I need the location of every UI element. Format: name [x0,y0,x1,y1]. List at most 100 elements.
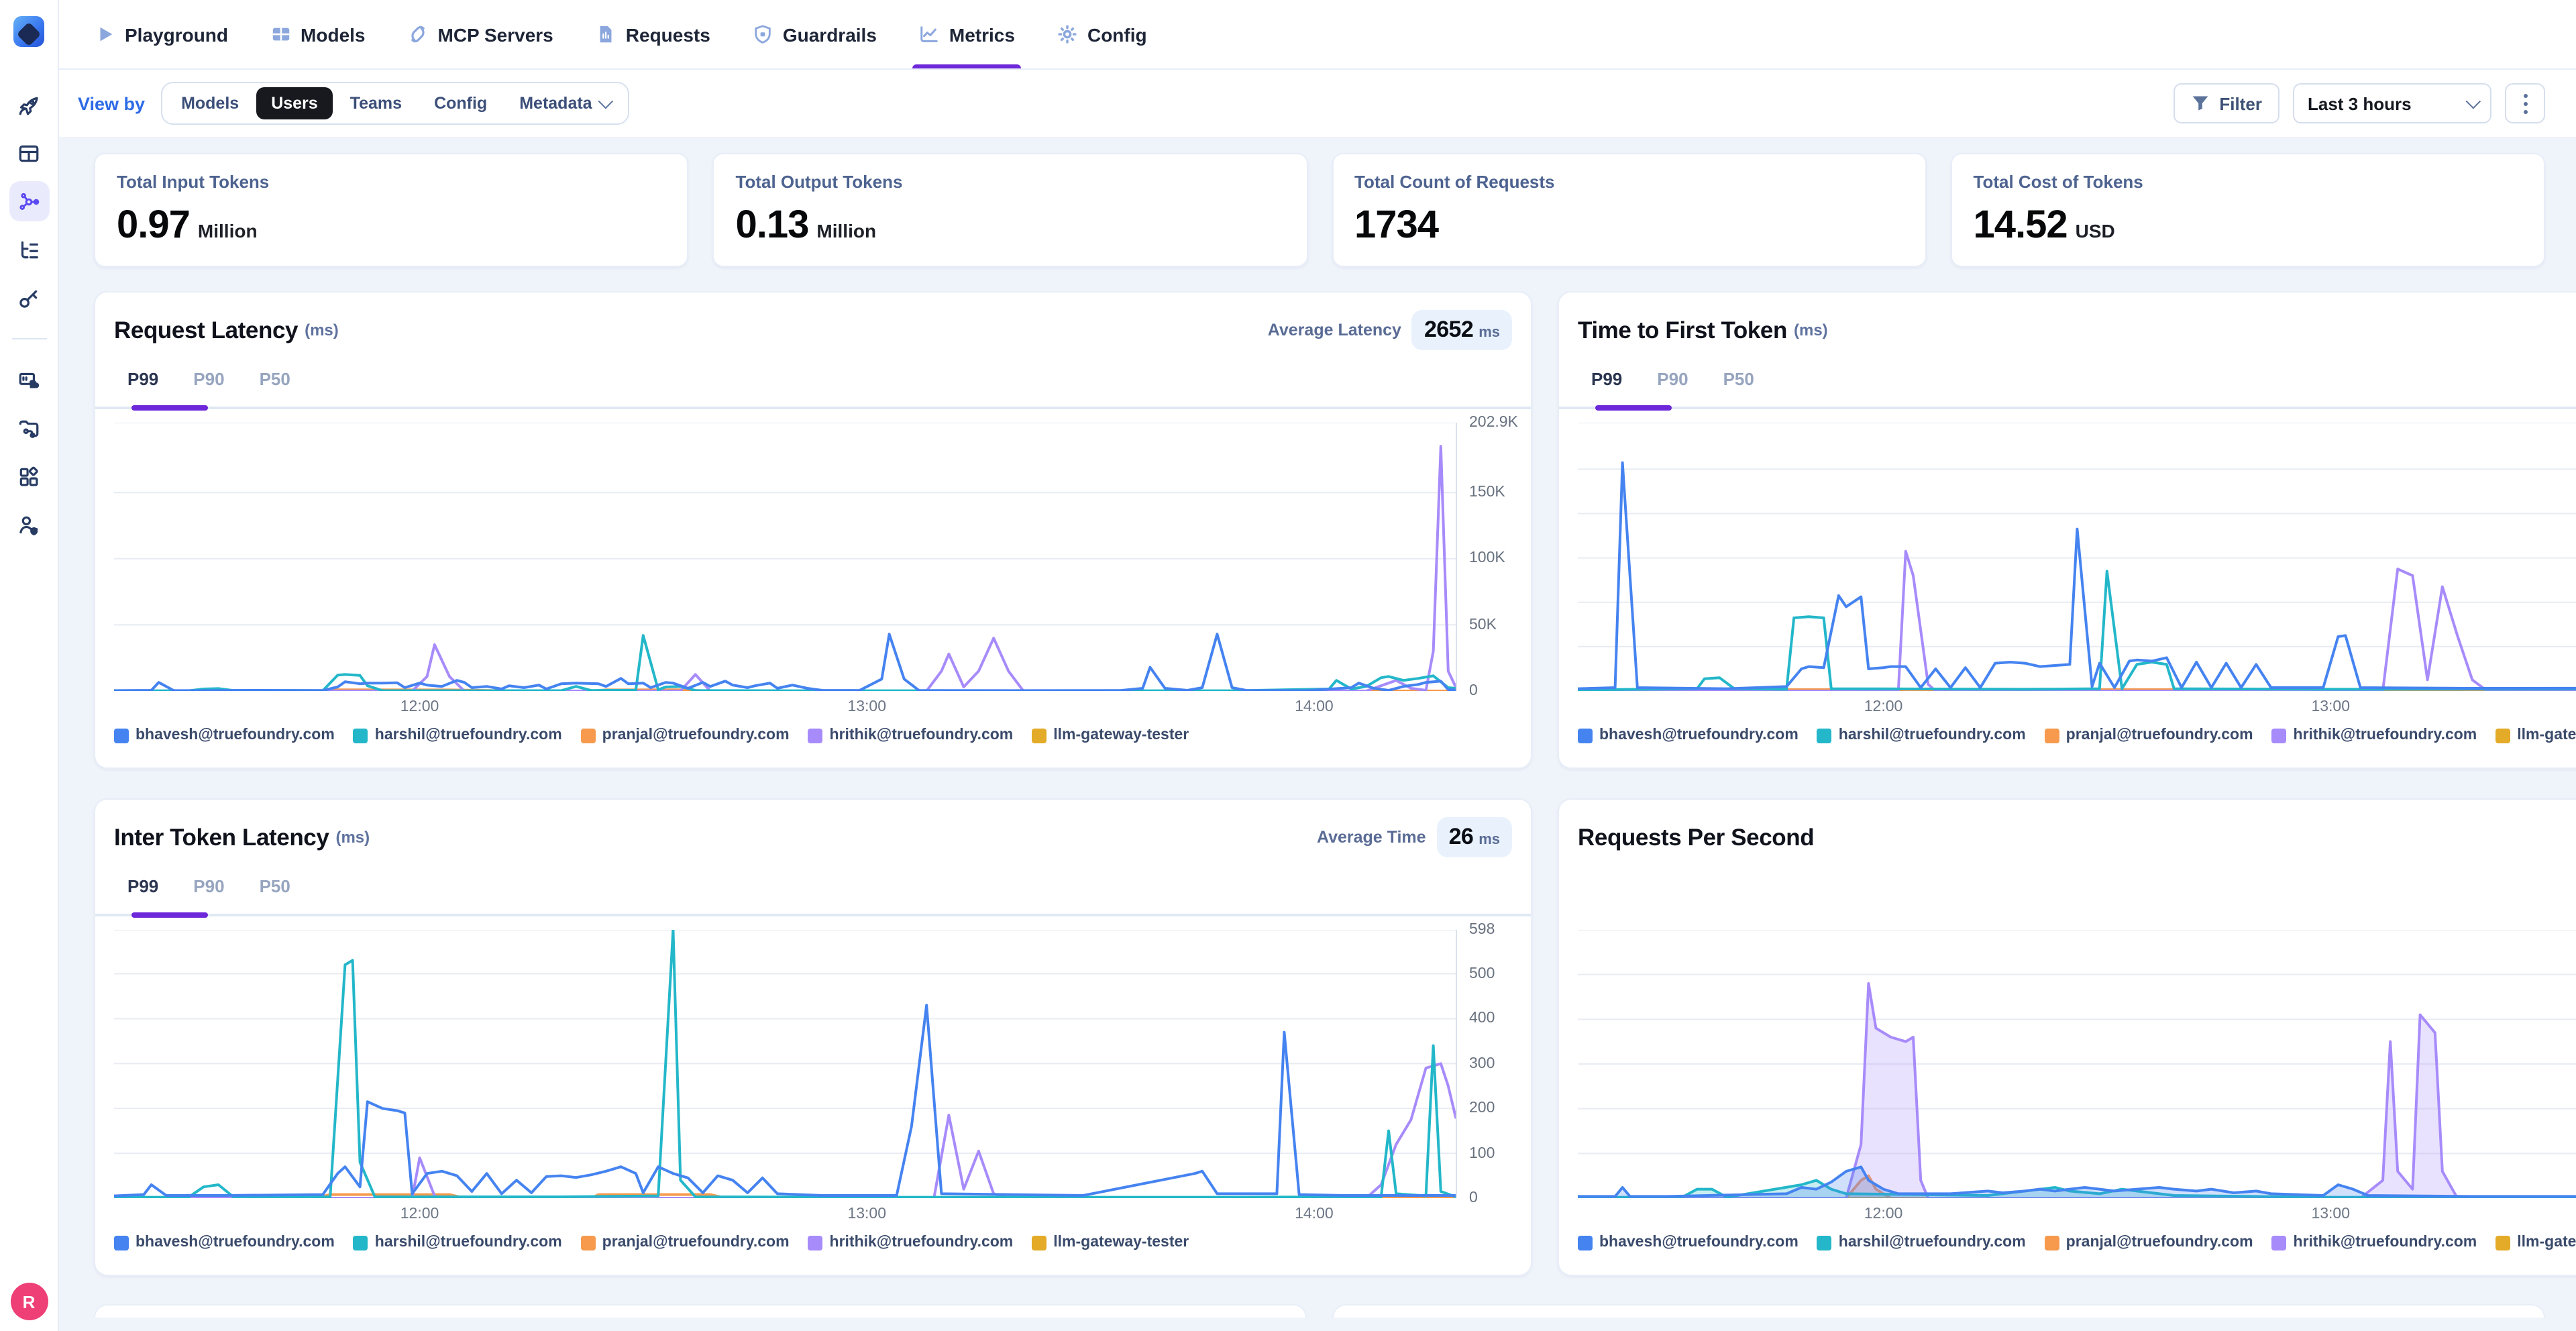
chart-legend: bhavesh@truefoundry.com harshil@truefound… [114,727,1512,743]
nav-item-mcp-servers[interactable]: MCP Servers [391,0,571,68]
x-tick-label: 12:00 [1864,699,1903,715]
y-tick-label: 0 [1469,1190,1478,1206]
legend-swatch [114,1235,129,1250]
legend-swatch [353,1235,368,1250]
nav-item-config[interactable]: Config [1040,0,1165,68]
chart-icon [920,24,940,44]
key-icon[interactable] [9,278,49,318]
partial-chart-card [1332,1304,2545,1318]
legend-swatch [1578,728,1593,743]
active-tab-indicator [1595,405,1672,411]
area-harshil@truefoundry.com [1578,1180,2576,1198]
legend-swatch [2044,1235,2059,1250]
legend-item[interactable]: harshil@truefoundry.com [353,1234,562,1250]
legend-swatch [1817,728,1832,743]
chart-title: Request Latency [114,316,299,343]
legend-label: harshil@truefoundry.com [1838,1234,2026,1250]
link-icon [409,24,429,44]
legend-label: harshil@truefoundry.com [374,727,562,743]
legend-swatch [1578,1235,1593,1250]
tab-p90[interactable]: P90 [1657,369,1688,389]
tab-track [95,407,1531,409]
legend-item[interactable]: pranjal@truefoundry.com [2044,1234,2253,1250]
legend-item[interactable]: pranjal@truefoundry.com [580,1234,790,1250]
nav-item-playground[interactable]: Playground [78,0,246,68]
legend-item[interactable]: hrithik@truefoundry.com [2271,727,2477,743]
chart-legend: bhavesh@truefoundry.com harshil@truefound… [1578,727,2576,743]
tab-p99[interactable]: P99 [127,369,159,389]
tab-p50[interactable]: P50 [259,876,290,896]
legend-swatch [2271,728,2287,743]
x-tick-label: 13:00 [2311,1206,2350,1222]
metrics-content: Total Input Tokens 0.97 Million Total Out… [59,137,2576,1331]
segment-users[interactable]: Users [256,87,333,119]
legend-item[interactable]: bhavesh@truefoundry.com [1578,727,1799,743]
truefoundry-logo[interactable] [13,16,44,47]
chart-stat-label: Average Time [1316,828,1426,847]
table-icon[interactable] [9,133,49,173]
user-avatar[interactable]: R [10,1283,48,1320]
y-axis: 0 50K 100K 150K 202.9K [1456,415,1518,699]
legend-swatch [2496,1235,2511,1250]
legend-item[interactable]: hrithik@truefoundry.com [2271,1234,2477,1250]
tab-p99[interactable]: P99 [1591,369,1623,389]
main-area: Playground Models MCP Servers Requests G… [59,0,2576,1331]
requests-per-second-plot [1578,930,2576,1198]
chart-legend: bhavesh@truefoundry.com harshil@truefound… [1578,1234,2576,1250]
legend-label: harshil@truefoundry.com [374,1234,562,1250]
series-hrithik@truefoundry.com [114,1063,1456,1198]
legend-item[interactable]: hrithik@truefoundry.com [808,1234,1013,1250]
tab-p99[interactable]: P99 [127,876,159,896]
series-hrithik@truefoundry.com [1578,983,2576,1198]
nav-item-metrics[interactable]: Metrics [902,0,1032,68]
legend-item[interactable]: hrithik@truefoundry.com [808,727,1013,743]
tab-p90[interactable]: P90 [193,369,225,389]
legend-item[interactable]: harshil@truefoundry.com [1817,727,2026,743]
rocket-icon[interactable] [9,85,49,125]
tree-icon[interactable] [9,229,49,270]
legend-item[interactable]: pranjal@truefoundry.com [2044,727,2253,743]
filter-button[interactable]: Filter [2174,83,2279,123]
more-options-button[interactable] [2505,83,2545,123]
blocks-icon[interactable] [9,456,49,496]
legend-item[interactable]: llm-gateway-tester [2496,1234,2576,1250]
segment-teams[interactable]: Teams [350,94,402,113]
legend-item[interactable]: pranjal@truefoundry.com [580,727,790,743]
x-tick-label: 14:00 [1295,1206,1334,1222]
legend-label: bhavesh@truefoundry.com [136,727,335,743]
tab-p90[interactable]: P90 [193,876,225,896]
user-shield-icon[interactable] [9,504,49,545]
legend-label: llm-gateway-tester [2517,727,2576,743]
legend-item[interactable]: llm-gateway-tester [2496,727,2576,743]
chevron-down-icon [2465,93,2481,109]
legend-item[interactable]: bhavesh@truefoundry.com [1578,1234,1799,1250]
tab-p50[interactable]: P50 [1723,369,1754,389]
network-icon[interactable] [9,181,49,221]
time-range-select[interactable]: Last 3 hours [2293,83,2491,123]
legend-item[interactable]: harshil@truefoundry.com [1817,1234,2026,1250]
legend-swatch [1817,1235,1832,1250]
legend-item[interactable]: bhavesh@truefoundry.com [114,727,335,743]
segment-metadata[interactable]: Metadata [504,87,624,119]
folder-flow-icon[interactable] [9,408,49,448]
legend-item[interactable]: llm-gateway-tester [1032,1234,1189,1250]
legend-item[interactable]: llm-gateway-tester [1032,727,1189,743]
legend-swatch [808,1235,823,1250]
series-harshil@truefoundry.com [1578,571,2576,690]
x-tick-label: 12:00 [400,1206,439,1222]
nav-item-guardrails[interactable]: Guardrails [736,0,894,68]
nav-item-models[interactable]: Models [254,0,382,68]
grid-icon [271,24,291,44]
tab-track [1559,407,2576,409]
legend-item[interactable]: harshil@truefoundry.com [353,727,562,743]
stat-cards-row: Total Input Tokens 0.97 Million Total Out… [94,153,2545,267]
segment-config[interactable]: Config [434,94,488,113]
tab-p50[interactable]: P50 [259,369,290,389]
segment-models[interactable]: Models [181,94,239,113]
nav-item-requests[interactable]: Requests [579,0,728,68]
legend-label: hrithik@truefoundry.com [2293,1234,2477,1250]
legend-item[interactable]: bhavesh@truefoundry.com [114,1234,335,1250]
view-by-label: View by [78,93,146,113]
monitor-cloud-icon[interactable] [9,360,49,400]
legend-label: bhavesh@truefoundry.com [1599,1234,1799,1250]
